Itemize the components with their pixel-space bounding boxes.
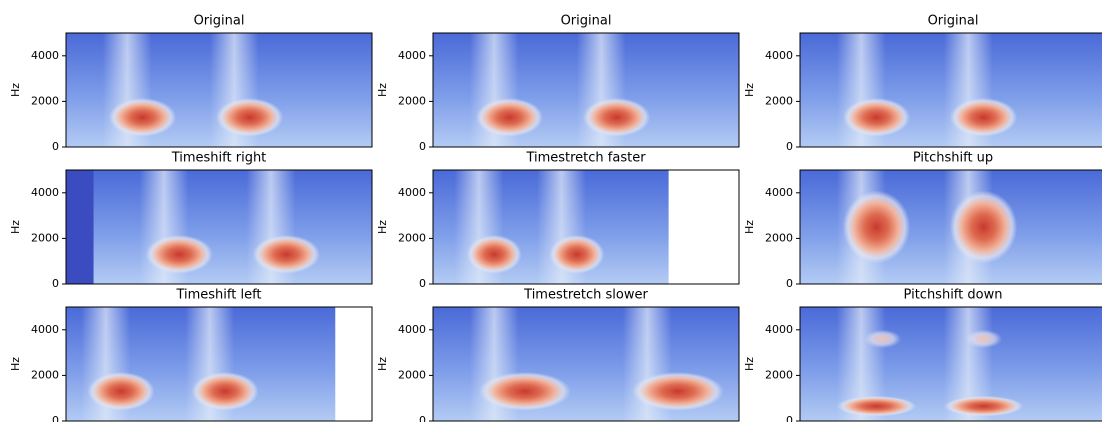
y-tick-label: 0 bbox=[419, 277, 426, 290]
spectrogram-energy bbox=[949, 97, 1018, 137]
y-tick-label: 2000 bbox=[765, 368, 793, 381]
spectrogram-energy bbox=[549, 234, 605, 274]
y-tick-label: 4000 bbox=[31, 323, 59, 336]
subplot-title: Timestretch slower bbox=[523, 288, 648, 303]
spectrogram-image bbox=[800, 33, 1102, 147]
subplot-title: Pitchshift up bbox=[913, 151, 993, 166]
spectrogram-background bbox=[66, 170, 372, 284]
y-axis-label: Hz bbox=[376, 357, 389, 371]
spectrogram-image bbox=[433, 33, 739, 147]
spectrogram-energy bbox=[943, 395, 1024, 417]
spectrogram-energy bbox=[965, 329, 1002, 349]
y-axis-label: Hz bbox=[376, 220, 389, 234]
y-tick-label: 0 bbox=[786, 414, 793, 422]
y-tick-label: 0 bbox=[786, 140, 793, 153]
subplot-title: Original bbox=[194, 14, 245, 29]
subplot: Timeshift right Hz 0 2000 4000 bbox=[9, 151, 373, 290]
y-tick-label: 4000 bbox=[31, 49, 59, 62]
y-tick-label: 4000 bbox=[765, 49, 793, 62]
y-tick-label: 2000 bbox=[765, 94, 793, 107]
subplot: Timestretch faster Hz 0 2000 4000 bbox=[376, 151, 740, 290]
y-tick-label: 0 bbox=[419, 414, 426, 422]
axes-frame bbox=[432, 306, 740, 422]
subplot: Original Hz 0 2000 4000 bbox=[376, 14, 740, 153]
subplot-title: Timestretch faster bbox=[525, 151, 646, 166]
spectrogram-image bbox=[433, 307, 739, 421]
subplot: Original Hz 0 2000 4000 bbox=[9, 14, 373, 153]
y-axis-label: Hz bbox=[9, 220, 22, 234]
subplot: Timestretch slower Hz 0 2000 4000 bbox=[376, 288, 740, 422]
y-tick-label: 0 bbox=[52, 414, 59, 422]
subplot: Timeshift left Hz 0 2000 4000 bbox=[9, 288, 373, 422]
y-tick-label: 0 bbox=[419, 140, 426, 153]
spectrogram-energy bbox=[582, 97, 651, 137]
y-tick-label: 2000 bbox=[31, 94, 59, 107]
spectrogram-energy bbox=[864, 329, 901, 349]
y-tick-label: 4000 bbox=[31, 186, 59, 199]
spectrogram-energy bbox=[466, 234, 522, 274]
spectrogram-image bbox=[66, 33, 372, 147]
subplot-title: Original bbox=[561, 14, 612, 29]
y-tick-label: 2000 bbox=[31, 368, 59, 381]
y-tick-label: 2000 bbox=[398, 94, 426, 107]
y-tick-label: 0 bbox=[786, 277, 793, 290]
spectrogram-energy bbox=[842, 97, 911, 137]
y-tick-label: 0 bbox=[52, 140, 59, 153]
y-tick-label: 4000 bbox=[398, 186, 426, 199]
y-tick-label: 4000 bbox=[398, 323, 426, 336]
spectrogram-energy bbox=[108, 97, 177, 137]
y-tick-label: 2000 bbox=[398, 368, 426, 381]
subplot-title: Pitchshift down bbox=[904, 288, 1003, 303]
spectrogram-energy bbox=[478, 371, 571, 411]
subplot: Original Hz 0 2000 4000 bbox=[743, 14, 1102, 153]
spectrogram-energy bbox=[87, 371, 155, 411]
y-axis-label: Hz bbox=[743, 83, 756, 97]
y-tick-label: 4000 bbox=[398, 49, 426, 62]
spectrogram-image bbox=[66, 307, 336, 421]
axes-frame bbox=[65, 32, 373, 148]
spectrogram-energy bbox=[145, 234, 213, 274]
y-axis-label: Hz bbox=[376, 83, 389, 97]
y-axis-label: Hz bbox=[9, 83, 22, 97]
axes-frame bbox=[432, 169, 740, 285]
subplot-title: Timeshift right bbox=[171, 151, 267, 166]
y-tick-label: 4000 bbox=[765, 186, 793, 199]
y-tick-label: 0 bbox=[52, 277, 59, 290]
y-tick-label: 2000 bbox=[398, 231, 426, 244]
axes-frame bbox=[799, 306, 1102, 422]
y-tick-label: 2000 bbox=[765, 231, 793, 244]
subplot-title: Timeshift left bbox=[175, 288, 261, 303]
spectrogram-image bbox=[433, 170, 669, 284]
spectrogram-image bbox=[800, 170, 1102, 284]
spectrogram-energy bbox=[836, 395, 917, 417]
axes-frame bbox=[432, 32, 740, 148]
y-axis-label: Hz bbox=[743, 357, 756, 371]
spectrogram-energy bbox=[842, 190, 911, 264]
spectrogram-energy bbox=[215, 97, 284, 137]
spectrogram-image bbox=[800, 307, 1102, 421]
spectrogram-energy bbox=[949, 190, 1018, 264]
spectrogram-silence bbox=[66, 170, 94, 284]
axes-frame bbox=[65, 169, 373, 285]
axes-frame bbox=[799, 169, 1102, 285]
subplot-title: Original bbox=[928, 14, 979, 29]
y-axis-label: Hz bbox=[743, 220, 756, 234]
y-tick-label: 4000 bbox=[765, 323, 793, 336]
spectrogram-energy bbox=[191, 371, 259, 411]
y-axis-label: Hz bbox=[9, 357, 22, 371]
spectrogram-image bbox=[66, 170, 372, 284]
spectrogram-energy bbox=[252, 234, 320, 274]
subplot: Pitchshift down Hz 0 2000 4000 bbox=[743, 288, 1102, 422]
spectrogram-energy bbox=[475, 97, 544, 137]
subplot: Pitchshift up Hz 0 2000 4000 bbox=[743, 151, 1102, 290]
axes-frame bbox=[799, 32, 1102, 148]
y-tick-label: 2000 bbox=[31, 231, 59, 244]
axes-frame bbox=[65, 306, 373, 422]
spectrogram-energy bbox=[631, 371, 724, 411]
